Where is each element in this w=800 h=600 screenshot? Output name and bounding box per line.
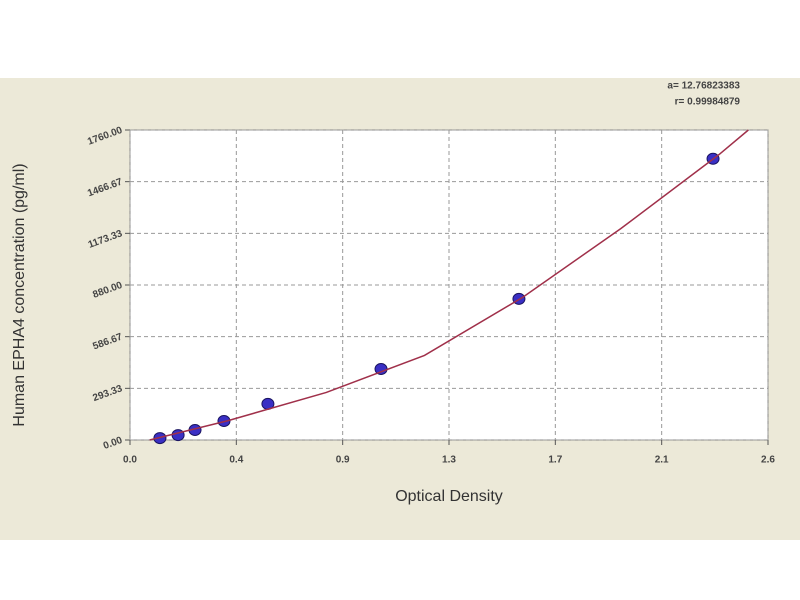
x-tick-label: 0.0: [123, 455, 137, 466]
x-tick-label: 2.1: [655, 455, 669, 466]
x-tick-label: 1.7: [548, 455, 562, 466]
x-tick-label: 2.6: [761, 455, 775, 466]
x-axis-label: Optical Density: [395, 488, 503, 505]
x-tick-label: 0.4: [229, 455, 243, 466]
y-axis-label: Human EPHA4 concentration (pg/ml): [11, 163, 28, 426]
fit-curve: [149, 129, 749, 441]
x-tick-label: 1.3: [442, 455, 456, 466]
annotation: a= 12.76823383: [667, 81, 740, 92]
x-tick-label: 0.9: [336, 455, 350, 466]
annotation: r= 0.99984879: [675, 97, 741, 108]
